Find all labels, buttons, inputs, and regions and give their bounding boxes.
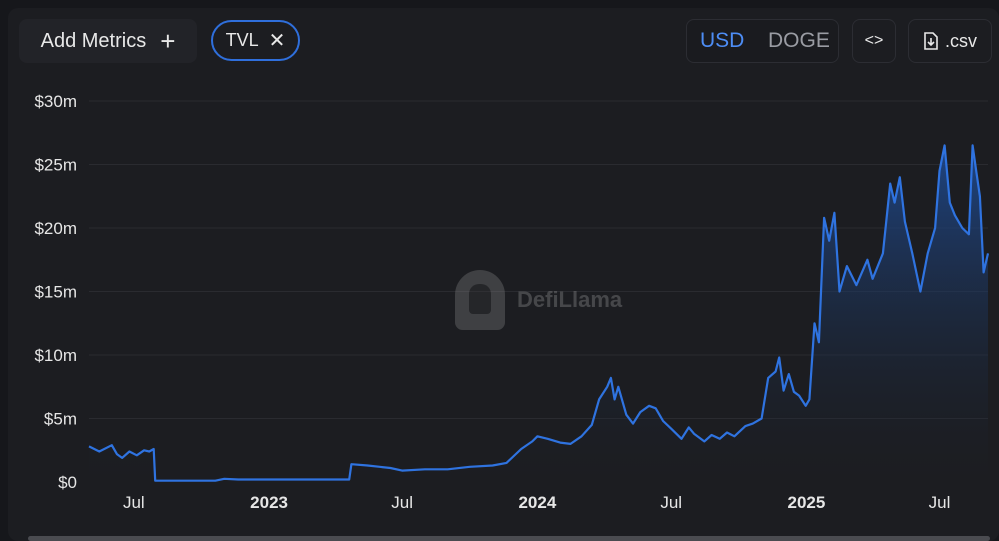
x-tick-label: Jul bbox=[391, 493, 413, 512]
defillama-watermark: DefiLlama bbox=[455, 268, 645, 332]
close-icon[interactable]: ✕ bbox=[268, 29, 286, 52]
currency-option-doge[interactable]: DOGE bbox=[768, 29, 830, 52]
currency-option-usd[interactable]: USD bbox=[700, 29, 745, 52]
x-tick-label: Jul bbox=[123, 493, 145, 512]
download-csv-button[interactable]: .csv bbox=[908, 19, 992, 63]
x-tick-label: Jul bbox=[660, 493, 682, 512]
horizontal-scrollbar[interactable] bbox=[28, 536, 990, 541]
tvl-area bbox=[89, 145, 988, 482]
embed-button[interactable]: <> bbox=[852, 19, 896, 63]
y-tick-label: $15m bbox=[34, 283, 77, 302]
download-file-icon bbox=[924, 32, 938, 50]
metric-chip-label: TVL bbox=[225, 30, 259, 50]
x-tick-label: 2025 bbox=[788, 493, 826, 512]
code-icon: <> bbox=[864, 32, 884, 49]
x-tick-label: 2023 bbox=[250, 493, 288, 512]
y-tick-label: $25m bbox=[34, 156, 77, 175]
y-axis: $0 $5m $10m $15m $20m $25m $30m bbox=[34, 92, 77, 492]
y-tick-label: $10m bbox=[34, 346, 77, 365]
llama-logo-icon bbox=[455, 270, 505, 330]
tvl-line bbox=[88, 144, 990, 482]
csv-label: .csv bbox=[944, 30, 977, 51]
chart-toolbar: Add Metrics + TVL ✕ USD DOGE <> .csv bbox=[0, 0, 999, 70]
y-tick-label: $5m bbox=[44, 410, 77, 429]
x-tick-label: Jul bbox=[929, 493, 951, 512]
x-tick-label: 2024 bbox=[518, 493, 556, 512]
x-axis: Jul 2023 Jul 2024 Jul 2025 Jul bbox=[123, 493, 950, 512]
y-tick-label: $0 bbox=[58, 473, 77, 492]
y-tick-label: $20m bbox=[34, 219, 77, 238]
add-metrics-button[interactable]: Add Metrics + bbox=[19, 19, 197, 63]
metric-chip-tvl[interactable]: TVL ✕ bbox=[211, 20, 300, 61]
y-tick-label: $30m bbox=[34, 92, 77, 111]
add-metrics-label: Add Metrics bbox=[40, 29, 147, 52]
plus-icon: + bbox=[160, 26, 176, 56]
watermark-brand: DefiLlama bbox=[517, 287, 623, 312]
currency-toggle: USD DOGE bbox=[686, 19, 839, 63]
